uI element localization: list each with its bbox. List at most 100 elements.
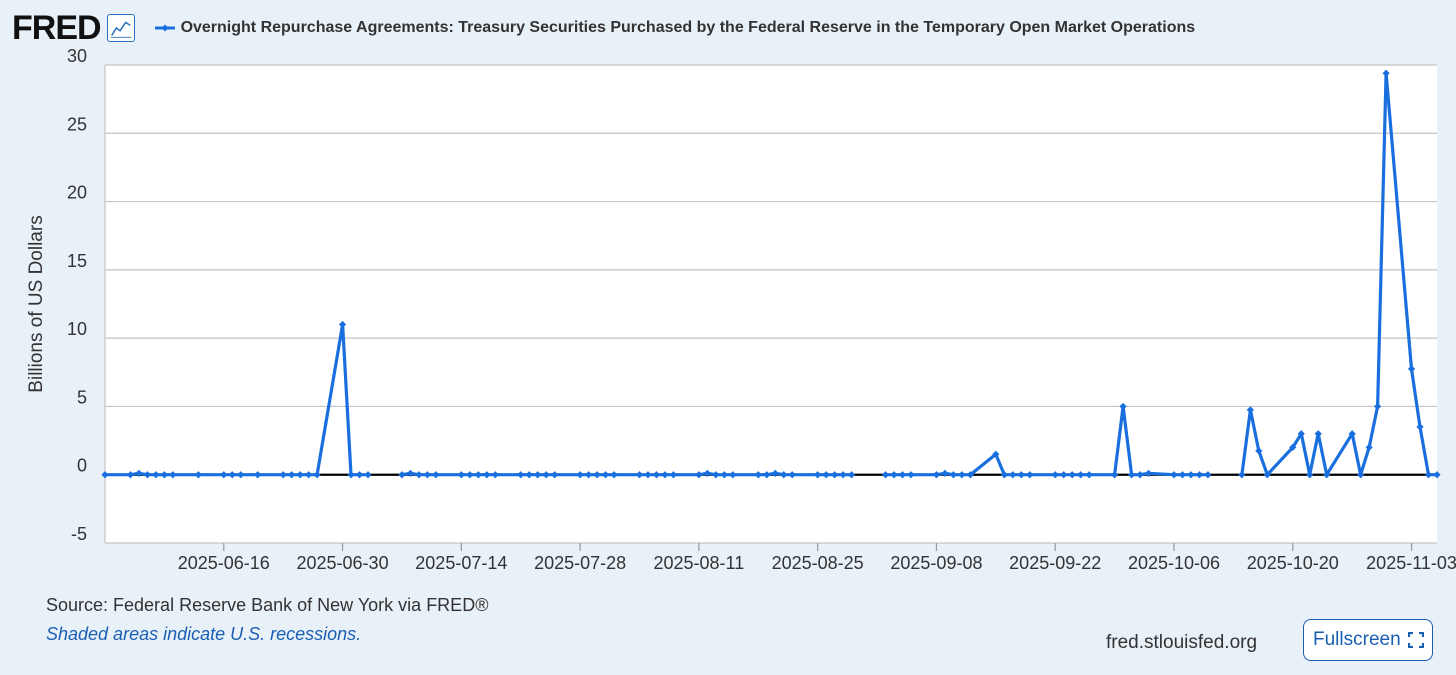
- data-point: [237, 471, 245, 479]
- data-point: [1136, 471, 1144, 479]
- data-point: [1144, 469, 1153, 477]
- data-point: [1289, 443, 1297, 451]
- data-point: [491, 471, 499, 479]
- plot-area: [105, 65, 1437, 543]
- data-point: [517, 471, 525, 479]
- fullscreen-icon: [1407, 632, 1424, 648]
- data-point: [1433, 471, 1441, 479]
- x-tick-label: 2025-10-20: [1247, 553, 1339, 573]
- data-point: [1365, 443, 1373, 451]
- recessions-note: Shaded areas indicate U.S. recessions.: [46, 624, 362, 644]
- data-point: [143, 471, 152, 479]
- data-point: [652, 471, 661, 479]
- data-point: [423, 471, 431, 479]
- data-point: [576, 471, 584, 479]
- data-point: [661, 471, 669, 479]
- data-point: [890, 471, 898, 479]
- data-point: [364, 471, 372, 479]
- fullscreen-button[interactable]: Fullscreen: [1303, 619, 1433, 661]
- data-point: [847, 471, 856, 479]
- data-point: [1297, 430, 1305, 438]
- data-point: [1085, 471, 1093, 479]
- data-point: [313, 471, 321, 479]
- data-point: [831, 471, 839, 479]
- data-point: [1026, 471, 1034, 479]
- data-point: [347, 471, 355, 479]
- line-chart-icon[interactable]: [106, 14, 135, 42]
- data-point: [712, 471, 720, 479]
- data-point: [432, 471, 440, 479]
- data-point: [152, 471, 160, 479]
- data-point: [941, 469, 949, 477]
- data-point: [338, 320, 347, 329]
- data-point: [355, 471, 364, 479]
- site-url: fred.stlouisfed.org: [1106, 632, 1258, 653]
- data-point: [220, 471, 228, 479]
- data-point: [1314, 430, 1322, 438]
- data-point: [288, 471, 296, 479]
- x-tick-label: 2025-08-25: [772, 553, 864, 573]
- data-point: [593, 471, 601, 479]
- data-point: [457, 471, 465, 479]
- chart-title: Overnight Repurchase Agreements: Treasur…: [180, 19, 1196, 36]
- data-point: [635, 471, 644, 479]
- data-point: [483, 471, 491, 479]
- data-point: [703, 469, 711, 477]
- data-point: [584, 471, 593, 479]
- chart-header: FRED Overnight Repurchase Agreements: Tr…: [12, 10, 1195, 46]
- x-tick-label: 2025-06-30: [297, 553, 389, 573]
- data-point: [1178, 471, 1187, 479]
- series-line: [1240, 71, 1437, 477]
- data-point: [949, 471, 958, 479]
- data-point: [695, 471, 703, 479]
- fred-logo[interactable]: FRED: [12, 9, 102, 47]
- data-point: [644, 471, 652, 479]
- y-tick-label: 10: [67, 319, 87, 339]
- y-axis-label: Billions of US Dollars: [26, 215, 47, 392]
- data-point: [1060, 471, 1068, 479]
- data-point: [1416, 423, 1424, 431]
- data-point: [1119, 402, 1127, 411]
- data-point: [839, 471, 847, 479]
- data-point: [720, 471, 728, 479]
- data-point: [966, 471, 974, 479]
- data-point: [729, 471, 737, 479]
- data-point: [406, 469, 415, 477]
- data-point: [398, 471, 406, 479]
- data-point: [1348, 430, 1356, 438]
- x-tick-label: 2025-08-11: [654, 553, 745, 573]
- data-point: [415, 471, 423, 479]
- x-tick-label: 2025-07-28: [534, 553, 626, 573]
- data-point: [1111, 471, 1119, 479]
- data-point: [788, 471, 796, 479]
- data-point: [780, 471, 788, 479]
- data-point: [601, 471, 610, 479]
- data-point: [1068, 471, 1076, 479]
- data-point: [1374, 402, 1382, 411]
- line-chart: -5 0 5 10 15 20 25 30 2025-06-16 2025-06-30 2025-0…: [26, 46, 1456, 573]
- data-point: [305, 471, 313, 479]
- data-point: [1407, 365, 1416, 373]
- data-point: [822, 471, 830, 479]
- data-point: [135, 469, 143, 477]
- data-point: [932, 471, 941, 479]
- y-tick-label: 0: [77, 456, 87, 476]
- data-point: [1127, 471, 1136, 479]
- data-point: [958, 471, 966, 479]
- y-tick-label: 5: [77, 387, 87, 407]
- data-point: [907, 471, 915, 479]
- y-tick-label: 25: [67, 114, 87, 134]
- data-point: [1187, 471, 1195, 479]
- data-point: [1009, 471, 1017, 479]
- data-point: [1017, 471, 1025, 479]
- data-point: [1382, 69, 1390, 77]
- data-point: [1357, 471, 1365, 479]
- data-point: [771, 469, 779, 477]
- data-point: [881, 471, 890, 479]
- data-point: [1424, 471, 1433, 479]
- x-tick-label: 2025-09-08: [890, 553, 982, 573]
- x-tick-label: 2025-11-03: [1366, 553, 1456, 573]
- data-point: [1246, 406, 1254, 414]
- data-point: [466, 471, 474, 479]
- data-point: [169, 471, 177, 479]
